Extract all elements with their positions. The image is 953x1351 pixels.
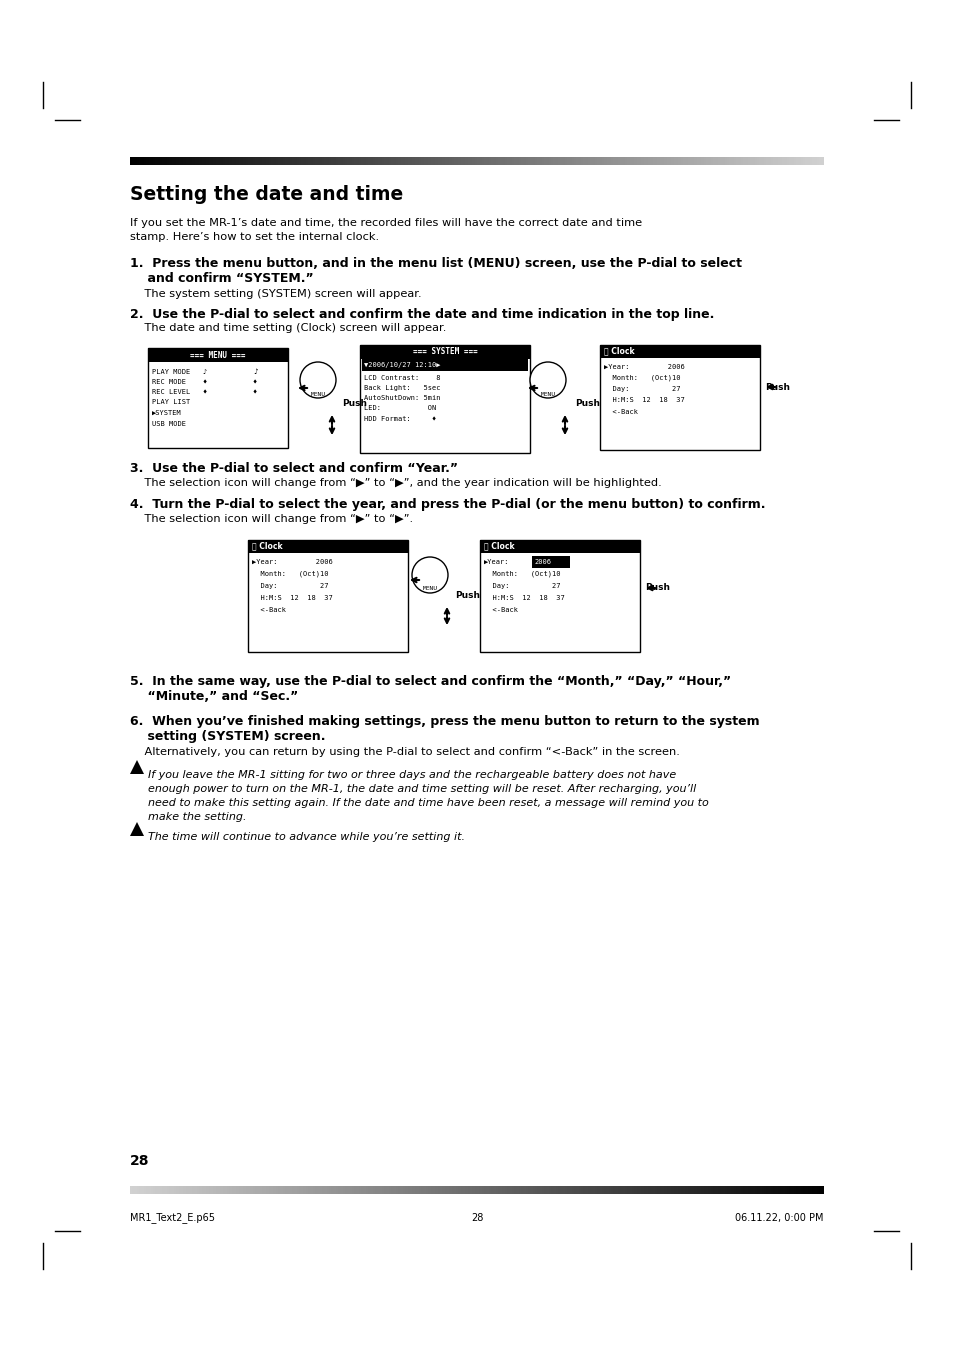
Text: 2006: 2006 (534, 559, 551, 565)
Text: If you leave the MR-1 sitting for two or three days and the rechargeable battery: If you leave the MR-1 sitting for two or… (148, 770, 676, 780)
Polygon shape (130, 761, 144, 774)
Text: setting (SYSTEM) screen.: setting (SYSTEM) screen. (130, 730, 325, 743)
Text: ▼2006/10/27 12:10▶: ▼2006/10/27 12:10▶ (364, 362, 440, 367)
Text: Push: Push (341, 399, 367, 408)
Text: Push: Push (644, 584, 669, 593)
Text: MENU: MENU (422, 586, 437, 592)
Text: ▶Year:: ▶Year: (483, 559, 509, 565)
Text: H:M:S  12  18  37: H:M:S 12 18 37 (483, 594, 564, 601)
Text: ♦: ♦ (253, 380, 257, 385)
Text: 28: 28 (471, 1213, 482, 1223)
Text: 4.  Turn the P-dial to select the year, and press the P-dial (or the menu button: 4. Turn the P-dial to select the year, a… (130, 499, 764, 511)
Text: Day:          27: Day: 27 (603, 386, 679, 392)
Text: 28: 28 (130, 1154, 150, 1169)
Text: MR1_Text2_E.p65: MR1_Text2_E.p65 (130, 1213, 214, 1224)
Bar (479, 540, 639, 653)
Text: “Minute,” and “Sec.”: “Minute,” and “Sec.” (130, 690, 298, 703)
Text: ▶Year:         2006: ▶Year: 2006 (252, 559, 333, 565)
Polygon shape (130, 821, 144, 836)
Text: REC LEVEL   ♦: REC LEVEL ♦ (152, 389, 207, 394)
Text: enough power to turn on the MR-1, the date and time setting will be reset. After: enough power to turn on the MR-1, the da… (148, 784, 696, 794)
Bar (248, 540, 408, 653)
Text: LCD Contrast:    8: LCD Contrast: 8 (364, 376, 440, 381)
Text: <-Back: <-Back (252, 607, 286, 613)
Text: stamp. Here’s how to set the internal clock.: stamp. Here’s how to set the internal cl… (130, 232, 378, 242)
Text: The selection icon will change from “▶” to “▶”, and the year indication will be : The selection icon will change from “▶” … (130, 478, 661, 488)
Text: REC MODE    ♦: REC MODE ♦ (152, 380, 207, 385)
Text: The selection icon will change from “▶” to “▶”.: The selection icon will change from “▶” … (130, 513, 413, 524)
Text: 2.  Use the P-dial to select and confirm the date and time indication in the top: 2. Use the P-dial to select and confirm … (130, 308, 714, 322)
Text: === SYSTEM ===: === SYSTEM === (413, 347, 476, 357)
Text: The system setting (SYSTEM) screen will appear.: The system setting (SYSTEM) screen will … (130, 289, 421, 299)
Text: USB MODE: USB MODE (152, 422, 186, 427)
Bar (361, 359, 527, 372)
Text: Push: Push (764, 382, 789, 392)
Text: and confirm “SYSTEM.”: and confirm “SYSTEM.” (130, 272, 314, 285)
Text: ▶SYSTEM: ▶SYSTEM (152, 409, 182, 416)
Text: AutoShutDown: 5min: AutoShutDown: 5min (364, 394, 440, 401)
Text: Month:   (Oct)10: Month: (Oct)10 (603, 374, 679, 381)
Text: The time will continue to advance while you’re setting it.: The time will continue to advance while … (148, 832, 464, 842)
Text: MENU: MENU (540, 392, 555, 396)
Bar (148, 349, 288, 362)
Text: Back Light:   5sec: Back Light: 5sec (364, 385, 440, 390)
Text: Push: Push (455, 590, 479, 600)
Bar (479, 540, 639, 553)
Text: PLAY LIST: PLAY LIST (152, 399, 190, 405)
Text: ⧗ Clock: ⧗ Clock (483, 542, 514, 550)
Circle shape (412, 557, 448, 593)
Text: H:M:S  12  18  37: H:M:S 12 18 37 (252, 594, 333, 601)
Text: 06.11.22, 0:00 PM: 06.11.22, 0:00 PM (735, 1213, 823, 1223)
Text: Push: Push (575, 399, 599, 408)
Text: HDD Format:     ♦: HDD Format: ♦ (364, 416, 436, 422)
Text: ♦: ♦ (253, 389, 257, 394)
Circle shape (530, 362, 565, 399)
Text: ▶Year:         2006: ▶Year: 2006 (603, 363, 684, 370)
Text: <-Back: <-Back (483, 607, 517, 613)
Text: Setting the date and time: Setting the date and time (130, 185, 403, 204)
Bar (248, 540, 408, 553)
Text: 3.  Use the P-dial to select and confirm “Year.”: 3. Use the P-dial to select and confirm … (130, 462, 457, 476)
Text: 6.  When you’ve finished making settings, press the menu button to return to the: 6. When you’ve finished making settings,… (130, 715, 759, 728)
Bar (599, 345, 760, 450)
Text: make the setting.: make the setting. (148, 812, 246, 821)
Text: 5.  In the same way, use the P-dial to select and confirm the “Month,” “Day,” “H: 5. In the same way, use the P-dial to se… (130, 676, 730, 688)
Bar (359, 345, 530, 359)
Text: ♪: ♪ (253, 367, 257, 377)
Text: need to make this setting again. If the date and time have been reset, a message: need to make this setting again. If the … (148, 798, 708, 808)
Text: Alternatively, you can return by using the P-dial to select and confirm “<-Back”: Alternatively, you can return by using t… (130, 747, 679, 757)
Text: Month:   (Oct)10: Month: (Oct)10 (483, 570, 560, 577)
Text: ⧗ Clock: ⧗ Clock (252, 542, 282, 550)
Text: H:M:S  12  18  37: H:M:S 12 18 37 (603, 397, 684, 403)
Text: MENU: MENU (310, 392, 325, 396)
Text: If you set the MR-1’s date and time, the recorded files will have the correct da: If you set the MR-1’s date and time, the… (130, 218, 641, 228)
Bar (532, 557, 569, 567)
Bar (599, 345, 760, 358)
Text: Month:   (Oct)10: Month: (Oct)10 (252, 570, 328, 577)
Bar (148, 349, 288, 449)
Bar (359, 345, 530, 453)
Text: LED:           ON: LED: ON (364, 405, 436, 411)
Text: ⧗ Clock: ⧗ Clock (603, 346, 634, 355)
Text: PLAY MODE   ♪: PLAY MODE ♪ (152, 369, 207, 376)
Circle shape (299, 362, 335, 399)
Text: Day:          27: Day: 27 (252, 584, 328, 589)
Text: <-Back: <-Back (603, 409, 638, 415)
Text: === MENU ===: === MENU === (190, 350, 246, 359)
Text: Day:          27: Day: 27 (483, 584, 560, 589)
Text: The date and time setting (Clock) screen will appear.: The date and time setting (Clock) screen… (130, 323, 446, 332)
Text: 1.  Press the menu button, and in the menu list (MENU) screen, use the P-dial to: 1. Press the menu button, and in the men… (130, 257, 741, 270)
